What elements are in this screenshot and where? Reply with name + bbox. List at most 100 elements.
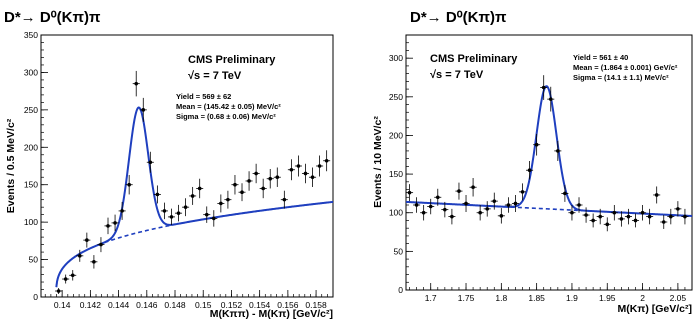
right-point-marker [598, 214, 602, 219]
left-x-tick-label: 0.148 [164, 300, 186, 310]
left-data-point [294, 155, 302, 177]
left-x-axis: 0.14 0.142 0.144 0.146 0.148 0.15 0.152 0.154 0.… [44, 290, 334, 310]
left-point-marker [106, 224, 110, 228]
right-point-marker [421, 210, 426, 215]
left-x-tick-label: 0.15 [195, 300, 212, 310]
right-data-point [575, 197, 583, 213]
right-x-tick-label: 1.95 [599, 293, 616, 303]
right-fit-curves [405, 85, 693, 217]
right-data-point [582, 207, 590, 223]
left-data-point [139, 97, 147, 122]
right-data-point [504, 197, 512, 213]
right-y-axis: 0 50 100 150 200 250 300 [389, 34, 413, 295]
right-point-marker [414, 203, 419, 207]
right-y-tick-label: 250 [389, 92, 403, 102]
left-y-tick-label: 50 [29, 255, 39, 265]
right-data-point [660, 215, 668, 229]
left-point-marker [289, 167, 294, 172]
right-y-tick-label: 100 [389, 208, 403, 218]
left-data-point [210, 210, 218, 227]
right-data-points [406, 75, 689, 232]
left-point-marker [296, 164, 301, 168]
left-x-tick-label: 0.146 [136, 300, 158, 310]
left-fit-curves [55, 106, 334, 288]
right-y-tick-label: 300 [389, 53, 403, 63]
right-data-point [406, 184, 414, 202]
left-point-marker [99, 242, 103, 247]
right-data-point [547, 86, 555, 112]
right-data-point [526, 160, 534, 180]
left-data-point [231, 174, 239, 195]
right-data-point [490, 192, 498, 210]
left-x-axis-label: M(Kππ) - M(Kπ) [GeV/c²] [210, 308, 333, 320]
left-data-point [182, 198, 190, 217]
right-x-tick-label: 2 [640, 293, 645, 303]
left-total-fit-curve [55, 106, 334, 288]
left-y-tick-label: 100 [24, 217, 38, 227]
right-y-tick-label: 200 [389, 130, 403, 140]
right-point-marker [534, 142, 539, 147]
right-point-marker [492, 199, 497, 203]
left-data-point [146, 151, 154, 173]
right-point-marker [513, 201, 518, 206]
left-point-marker [219, 201, 223, 206]
right-y-tick-label: 0 [398, 285, 403, 295]
left-point-marker [303, 171, 308, 176]
left-point-marker [85, 238, 89, 242]
left-data-point [323, 150, 331, 172]
right-point-marker [428, 204, 433, 209]
left-data-point [259, 178, 267, 199]
left-data-point [167, 208, 176, 226]
left-point-marker [141, 108, 146, 112]
left-x-tick-label: 0.158 [305, 300, 327, 310]
right-total-fit-curve [405, 85, 693, 217]
left-x-tick-label: 0.14 [54, 300, 71, 310]
right-x-tick-label: 1.75 [458, 293, 475, 303]
right-point-marker [485, 207, 490, 211]
right-point-marker [669, 214, 673, 219]
right-data-point [617, 211, 625, 227]
right-data-point [610, 205, 618, 221]
left-point-marker [212, 216, 216, 221]
left-point-marker [197, 186, 202, 191]
left-point-marker [190, 194, 195, 198]
left-point-marker [113, 221, 117, 225]
left-point-marker [254, 171, 258, 176]
left-point-marker [134, 81, 139, 86]
left-y-tick-label: 0 [33, 292, 38, 302]
left-data-points [55, 70, 331, 295]
right-point-marker [450, 214, 454, 219]
right-x-tick-label: 1.85 [528, 293, 545, 303]
right-data-point [441, 201, 449, 218]
right-data-point [631, 213, 640, 228]
right-data-point [639, 205, 647, 221]
left-point-marker [169, 215, 174, 219]
right-point-marker [619, 217, 624, 221]
right-point-marker [548, 97, 553, 101]
left-data-point [287, 159, 295, 181]
right-point-marker [478, 210, 482, 215]
left-data-point [153, 185, 161, 204]
left-plot-title: D*→ D⁰(Kπ)π [4, 9, 101, 26]
left-data-point [203, 206, 211, 223]
right-x-tick-label: 2.05 [670, 293, 687, 303]
left-data-point [309, 167, 317, 187]
right-x-axis-label: M(Kπ) [GeV/c²] [617, 303, 692, 315]
left-point-marker [240, 190, 244, 194]
left-point-marker [226, 197, 230, 202]
right-point-marker [407, 190, 412, 195]
left-point-marker [310, 175, 315, 180]
right-data-point [596, 208, 604, 225]
left-data-point [160, 202, 168, 220]
right-plot-title: D*→ D⁰(Kπ)π [410, 9, 507, 26]
right-data-point [624, 208, 632, 225]
right-fit-mean: Mean = (1.864 ± 0.001) GeV/c² [573, 63, 678, 72]
left-data-point [175, 204, 183, 222]
right-point-marker [541, 85, 546, 90]
left-data-point [224, 190, 232, 209]
right-point-marker [464, 201, 468, 206]
right-point-marker [605, 222, 610, 227]
right-point-marker [626, 214, 631, 219]
right-data-point [455, 182, 463, 200]
